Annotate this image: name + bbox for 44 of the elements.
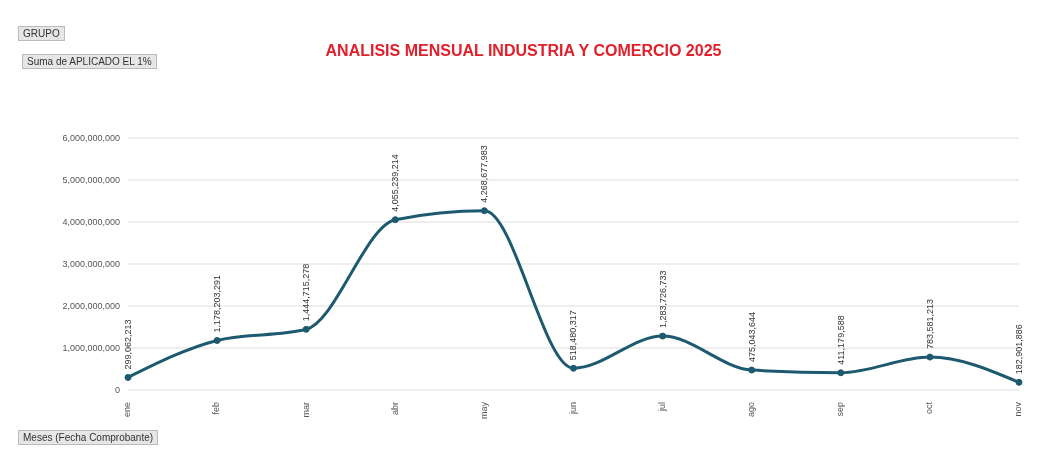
x-tick-label: mar: [300, 402, 311, 418]
y-tick-label: 0: [114, 385, 120, 396]
text: 475,043,644: [746, 311, 757, 363]
text: 1,178,203,291: [212, 274, 223, 333]
x-tick-label: ago: [746, 402, 757, 418]
text: 299,062,213: [123, 319, 133, 370]
point: [213, 337, 221, 345]
y-tick-label: 6,000,000,000: [62, 133, 120, 144]
y-tick-label: 5,000,000,000: [62, 175, 120, 186]
text: Meses (Fecha Comprobante): [18, 430, 159, 445]
point: [837, 369, 845, 377]
text: 182,901,886: [1014, 324, 1024, 375]
x-tick-label: feb: [211, 402, 222, 415]
x-tick-label: sep: [835, 402, 846, 417]
x-tick-label: may: [478, 401, 489, 420]
chart-title: ANALISIS MENSUAL INDUSTRIA Y COMERCIO 2025: [325, 42, 722, 59]
x-tick-label: oct: [924, 401, 935, 415]
point: [659, 332, 667, 340]
text: 4,055,239,214: [390, 154, 401, 212]
text: 1,283,726,733: [657, 270, 668, 329]
y-tick-label: 3,000,000,000: [62, 259, 120, 270]
y-tick-label: 1,000,000,000: [62, 343, 120, 354]
point: [302, 325, 310, 333]
point: [748, 366, 756, 374]
x-tick-label: ene: [122, 402, 133, 418]
text: 411,179,588: [835, 315, 846, 365]
text: 1,444,715,278: [301, 263, 312, 322]
x-tick-label: jun: [567, 402, 578, 416]
text: 4,268,677,983: [479, 145, 490, 203]
x-tick-label: jul: [656, 402, 667, 413]
y-tick-label: 2,000,000,000: [62, 301, 120, 312]
x-tick-label: nov: [1013, 401, 1024, 417]
x-tick-label: abr: [389, 402, 400, 416]
y-tick-label: 4,000,000,000: [62, 217, 120, 228]
text: GRUPO: [18, 26, 65, 41]
text: Suma de APLICADO EL 1%: [22, 54, 157, 69]
text: 783,581,213: [924, 299, 935, 350]
point: [391, 216, 399, 224]
point: [1015, 378, 1023, 386]
point: [480, 207, 488, 215]
point: [124, 373, 132, 381]
point: [570, 364, 577, 372]
point: [926, 353, 934, 361]
text: 518,480,317: [568, 310, 579, 361]
